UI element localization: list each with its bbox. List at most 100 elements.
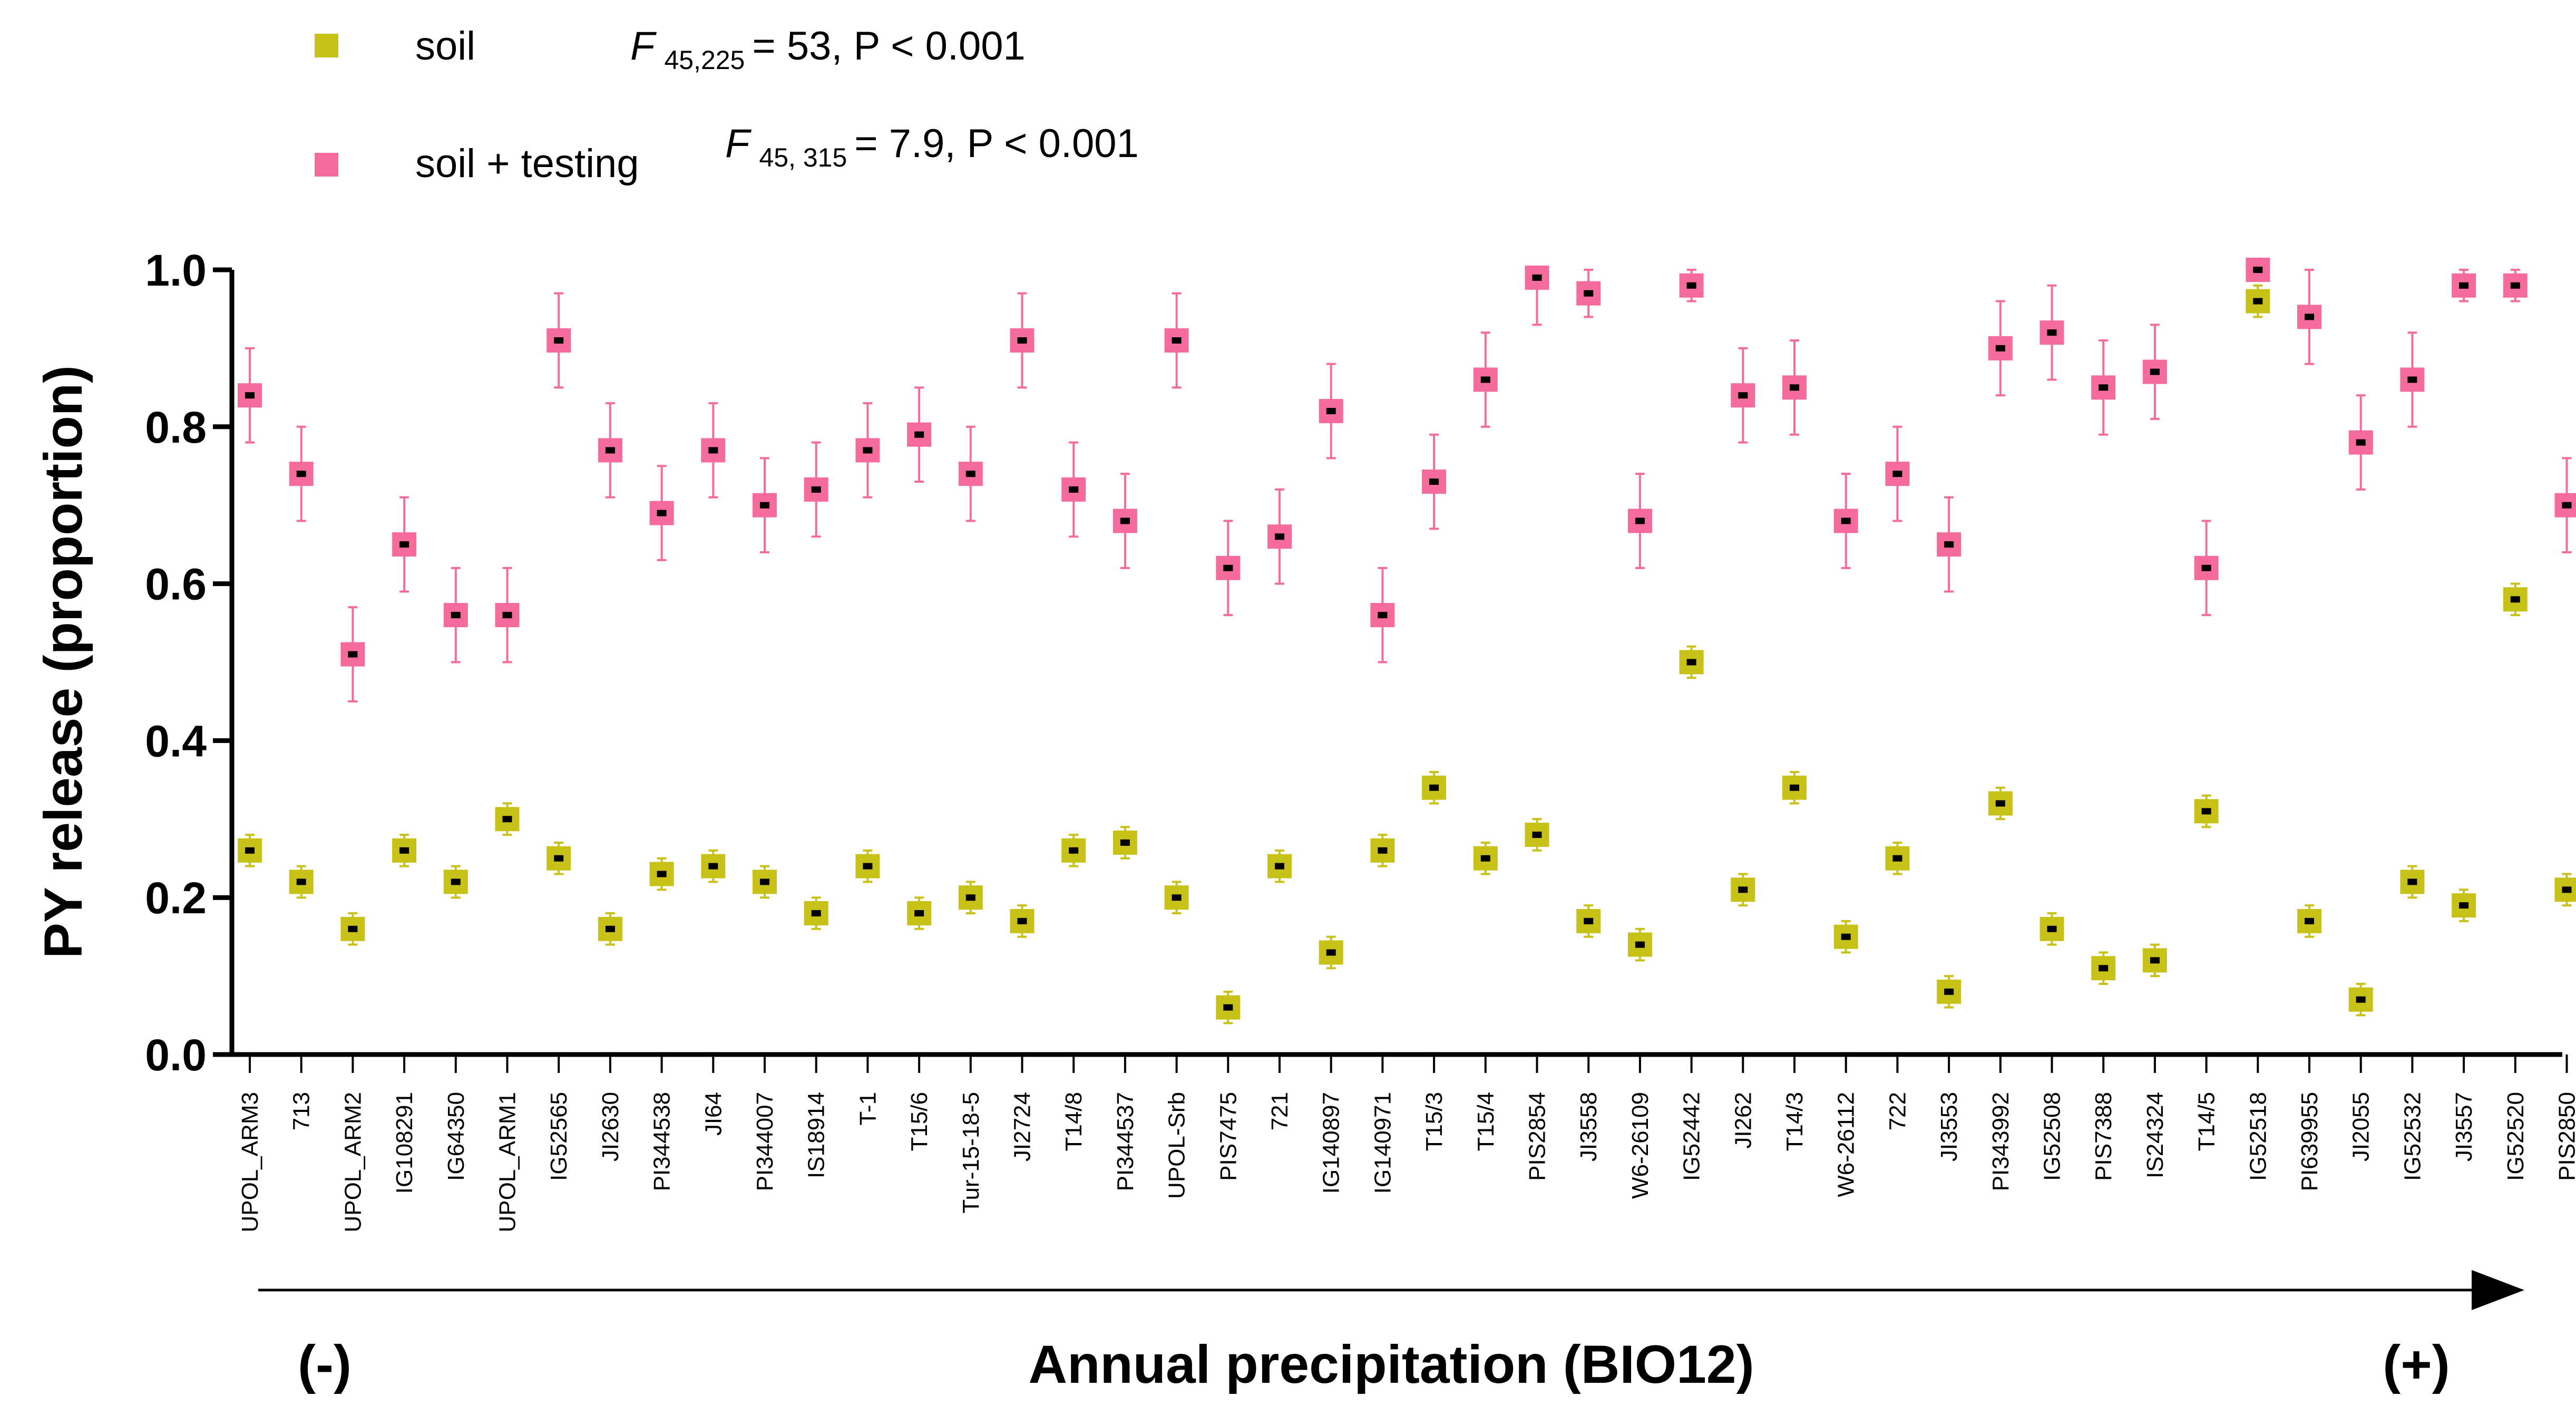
legend-soil-testing-label: soil + testing <box>415 141 639 186</box>
point-soil <box>1576 904 1601 938</box>
mean-mark <box>1944 988 1954 995</box>
mean-mark <box>914 910 924 916</box>
mean-mark <box>2407 376 2417 383</box>
point-soil-testing <box>2040 284 2064 381</box>
legend-soil-stat-f: F <box>630 24 657 69</box>
mean-mark <box>1378 612 1388 619</box>
point-soil-testing <box>1061 441 1086 538</box>
point-soil-testing <box>392 496 417 593</box>
point-soil <box>1627 927 1652 962</box>
point-soil <box>753 865 777 899</box>
mean-mark <box>1841 518 1851 524</box>
x-tick-label: PI344538 <box>649 1092 675 1191</box>
x-tick-label: IG52565 <box>546 1092 572 1181</box>
x-tick-label: PIS7475 <box>1215 1092 1241 1181</box>
mean-mark <box>554 337 564 344</box>
point-soil-testing <box>1422 433 1447 530</box>
point-soil-testing <box>855 402 880 499</box>
point-soil <box>2400 865 2425 899</box>
x-tick-label: PIS2854 <box>1525 1092 1550 1181</box>
point-soil <box>2452 888 2476 922</box>
point-soil-testing <box>1782 339 1807 436</box>
point-soil <box>2348 982 2373 1017</box>
point-soil-testing <box>701 402 726 499</box>
x-axis-label: Annual precipitation (BIO12) <box>1028 1334 1754 1394</box>
legend-soil-marker <box>315 34 338 57</box>
legend-soil-testing-marker <box>315 153 338 177</box>
point-soil <box>547 841 571 875</box>
point-soil-testing <box>598 402 622 499</box>
point-soil <box>2091 951 2116 985</box>
mean-mark <box>1326 408 1336 415</box>
x-tick-label: PI344537 <box>1113 1092 1138 1191</box>
y-tick-label: 0.0 <box>145 1030 207 1080</box>
y-axis-label: PY release (proportion) <box>33 365 93 959</box>
point-soil <box>1679 645 1704 679</box>
legend-soil-label: soil <box>415 24 475 69</box>
point-soil <box>495 802 520 836</box>
point-soil-testing <box>2554 457 2576 554</box>
mean-mark <box>2510 282 2520 289</box>
mean-mark <box>502 612 512 619</box>
mean-mark <box>2562 502 2572 509</box>
point-soil-testing <box>804 441 828 538</box>
mean-mark <box>605 925 615 932</box>
point-soil <box>443 865 468 899</box>
mean-mark <box>1790 384 1799 391</box>
mean-mark <box>2047 329 2057 336</box>
x-tick-label: JI3553 <box>1936 1092 1962 1161</box>
x-tick-label: UPOL-Srb <box>1164 1092 1190 1199</box>
mean-mark <box>2562 886 2572 893</box>
point-soil-testing <box>547 292 571 389</box>
point-soil-testing <box>1885 425 1910 522</box>
x-axis-plus-sign: (+) <box>2383 1334 2450 1394</box>
point-soil-testing <box>1216 520 1241 617</box>
x-tick-label: IS24324 <box>2142 1092 2168 1178</box>
mean-mark <box>965 894 975 901</box>
x-tick-label: JI262 <box>1730 1092 1756 1149</box>
x-tick-label: JI2724 <box>1010 1092 1036 1161</box>
x-tick-label: T15/3 <box>1421 1092 1447 1151</box>
point-soil-testing <box>1627 473 1652 569</box>
point-soil-testing <box>1473 331 1498 428</box>
y-tick-label: 0.2 <box>145 873 207 923</box>
mean-mark <box>348 925 358 932</box>
point-soil-testing <box>907 386 932 483</box>
point-soil-testing <box>289 425 314 522</box>
x-tick-label: PI343992 <box>1988 1092 2014 1191</box>
point-soil <box>1319 935 1343 970</box>
mean-mark <box>1584 917 1594 924</box>
point-soil-testing <box>1164 292 1189 389</box>
mean-mark <box>1686 282 1696 289</box>
point-soil <box>598 912 622 946</box>
mean-mark <box>502 816 512 823</box>
mean-mark <box>296 878 306 885</box>
mean-mark <box>760 878 769 885</box>
x-tick-label: IG108291 <box>392 1092 417 1194</box>
mean-mark <box>1120 518 1130 524</box>
x-tick-label: UPOL_ARM2 <box>340 1092 366 1233</box>
x-tick-label: IG140897 <box>1319 1092 1344 1194</box>
mean-mark <box>1326 949 1336 956</box>
point-soil-testing <box>1988 300 2013 397</box>
point-soil <box>1525 818 1549 852</box>
mean-mark <box>1738 886 1748 893</box>
x-tick-label: T15/6 <box>906 1092 932 1151</box>
point-soil-testing <box>1319 363 1343 460</box>
data-points <box>238 258 2576 1024</box>
axes <box>229 270 2562 1057</box>
point-soil <box>701 849 726 883</box>
point-soil-testing <box>2503 269 2528 302</box>
mean-mark <box>1120 839 1130 846</box>
point-soil <box>1216 990 1241 1024</box>
point-soil <box>1164 881 1189 914</box>
x-tick-label: T14/3 <box>1782 1092 1808 1151</box>
point-soil <box>2142 943 2167 978</box>
mean-mark <box>2150 368 2160 375</box>
mean-mark <box>1069 847 1079 854</box>
legend: soil F 45,225 = 53, P < 0.001 soil + testi… <box>315 24 1139 186</box>
mean-mark <box>1480 376 1490 383</box>
mean-mark <box>2305 314 2314 320</box>
mean-mark <box>1841 933 1851 940</box>
point-soil <box>1782 770 1807 805</box>
